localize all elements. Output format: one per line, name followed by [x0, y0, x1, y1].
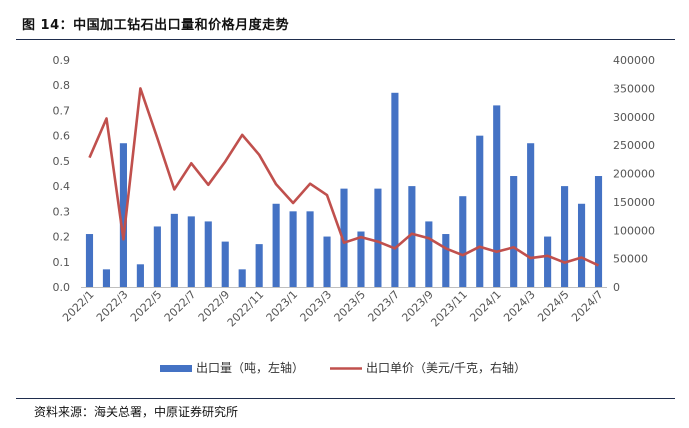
left-axis-tick-label: 0.6	[53, 130, 71, 143]
bar-2022/11	[255, 244, 263, 287]
right-axis-tick-label: 50000	[613, 253, 648, 266]
bar-2023/5	[357, 231, 365, 287]
bar-2022/1	[85, 234, 94, 287]
x-axis-tick-label: 2022/7	[162, 288, 199, 325]
legend-swatch-volume	[160, 365, 192, 372]
bar-2022/5	[153, 226, 161, 287]
bar-2022/7	[187, 216, 195, 287]
right-axis-tick-label: 350000	[613, 82, 655, 95]
bar-2023/1	[289, 211, 297, 287]
top-rule	[16, 39, 675, 40]
x-axis-tick-label: 2023/11	[428, 288, 470, 330]
chart: 0.0 0.1 0.2 0.3 0.4 0.5 0.6 0.7 0.8 0.9 0 50000 1000…	[53, 54, 656, 375]
bar-2022/12	[272, 203, 280, 287]
bar-2023/3	[323, 236, 331, 287]
x-axis-tick-label: 2023/1	[264, 288, 301, 325]
x-axis-tick-label: 2022/3	[94, 288, 131, 325]
bar-2023/8	[408, 186, 416, 287]
left-axis-tick-label: 0.7	[53, 104, 71, 117]
bar-2024/1	[493, 105, 501, 288]
left-axis-tick-label: 0.3	[53, 205, 71, 218]
bar-2022/10	[238, 269, 246, 287]
right-axis-tick-label: 250000	[613, 139, 655, 152]
left-axis-tick-label: 0.0	[53, 281, 71, 294]
bar-2023/9	[425, 221, 433, 287]
x-axis-tick-label: 2023/5	[332, 288, 369, 325]
x-axis-tick-label: 2024/3	[501, 288, 538, 325]
x-axis-tick-label: 2022/5	[128, 288, 165, 325]
left-axis-tick-label: 0.9	[53, 54, 71, 67]
left-axis-tick-label: 0.5	[53, 155, 71, 168]
bar-2023/6	[374, 188, 382, 287]
left-axis-tick-label: 0.2	[53, 231, 71, 244]
bar-2024/3	[527, 143, 535, 287]
bar-2024/2	[510, 176, 518, 287]
bar-2024/5	[561, 186, 569, 287]
bottom-rule	[16, 398, 675, 399]
x-axis-tick-label: 2024/5	[535, 288, 572, 325]
bar-2022/2	[102, 269, 111, 287]
x-axis-tick-label: 2023/3	[298, 288, 335, 325]
bar-2023/10	[442, 234, 450, 287]
bar-2022/3	[119, 143, 127, 287]
source-note: 资料来源：海关总署，中原证券研究所	[34, 405, 239, 419]
right-axis-tick-label: 200000	[613, 168, 655, 181]
right-axis-tick-label: 150000	[613, 196, 655, 209]
x-axis-tick-label: 2023/7	[365, 288, 402, 325]
left-axis-tick-label: 0.4	[53, 180, 71, 193]
x-axis-tick-label: 2024/1	[467, 288, 504, 325]
bar-2023/4	[340, 188, 348, 287]
bar-2024/4	[544, 236, 552, 287]
bar-2022/6	[170, 213, 178, 287]
right-axis-tick-label: 400000	[613, 54, 655, 67]
bar-2023/7	[391, 92, 399, 288]
x-axis-tick-label: 2022/11	[225, 288, 267, 330]
x-axis-tick-label: 2024/7	[569, 288, 606, 325]
left-axis-tick-label: 0.1	[53, 256, 71, 269]
bar-2022/4	[136, 264, 144, 287]
legend-label-volume: 出口量（吨，左轴）	[196, 360, 304, 375]
figure-title-row: 图 14：中国加工钻石出口量和价格月度走势	[22, 12, 289, 34]
legend-label-price: 出口单价（美元/千克，右轴）	[366, 360, 526, 375]
bar-2023/12	[476, 135, 484, 287]
bar-2022/9	[221, 241, 229, 287]
right-axis-tick-label: 100000	[613, 224, 655, 237]
right-axis-tick-label: 0	[613, 281, 620, 294]
bar-2022/8	[204, 221, 212, 287]
bar-2024/6	[577, 203, 586, 287]
price-line	[88, 87, 600, 267]
bar-2023/2	[306, 211, 314, 287]
bar-2023/11	[459, 196, 467, 287]
right-axis-tick-label: 300000	[613, 111, 655, 124]
left-axis-tick-label: 0.8	[53, 79, 71, 92]
figure-title: 图 14：中国加工钻石出口量和价格月度走势	[22, 17, 290, 33]
bar-2024/7	[594, 176, 603, 287]
